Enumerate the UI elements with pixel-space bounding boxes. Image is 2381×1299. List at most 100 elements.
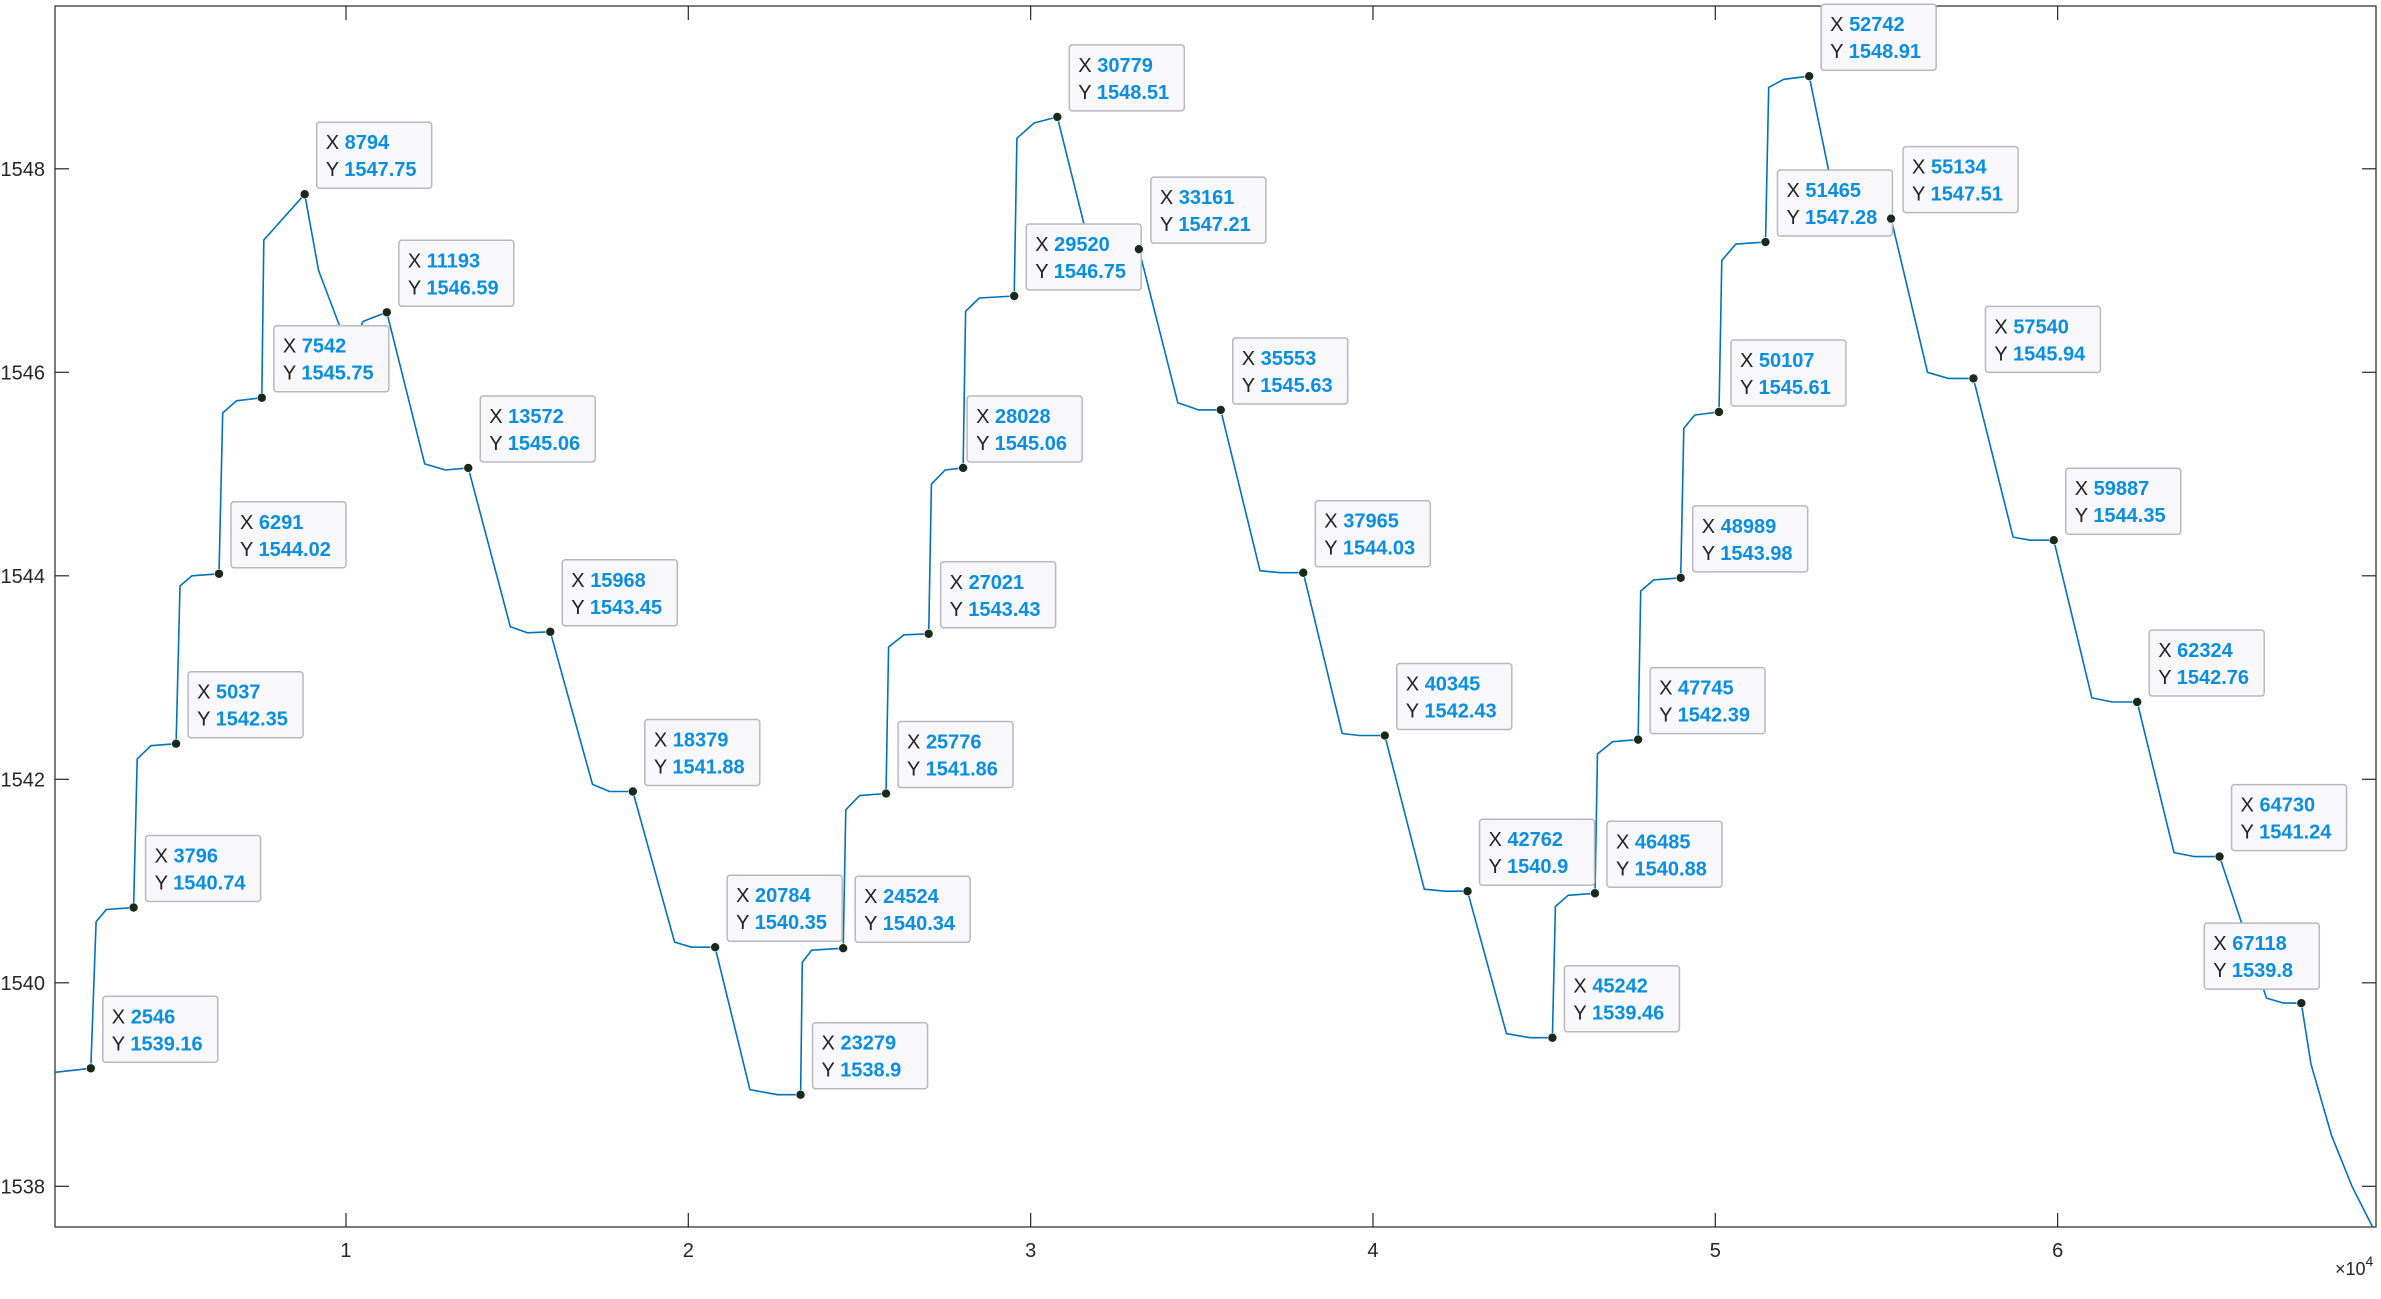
datatip-box [1314, 499, 1432, 568]
datatip-box [939, 561, 1057, 629]
datatip-y-value: 1544.02 [259, 539, 331, 561]
datatip-y-label: Y [2213, 960, 2232, 982]
datatip-y-label: Y [1702, 543, 1721, 565]
datatip-y-label: Y [2241, 822, 2260, 844]
datatip-y-value: 1545.75 [301, 363, 373, 385]
datatip-x-row: X 37965 [1324, 511, 1399, 533]
datatip-marker [257, 392, 267, 403]
datatip-y-value: 1543.45 [590, 597, 662, 619]
datatip-x-value: 51465 [1805, 180, 1861, 202]
datatip-x-label: X [822, 1033, 841, 1055]
datatip-y-value: 1547.51 [1931, 184, 2003, 206]
datatip-y-value: 1545.94 [2013, 343, 2086, 365]
datatip: X 42762 Y 1540.9 [1462, 818, 1596, 897]
datatip-marker [2214, 851, 2225, 862]
datatip-box [144, 834, 262, 903]
datatip-y-row: Y 1547.51 [1912, 184, 2003, 206]
datatip-y-label: Y [1830, 41, 1849, 63]
datatip-y-label: Y [1573, 1003, 1592, 1025]
datatip-box [1691, 505, 1809, 573]
datatip-marker [128, 902, 139, 913]
datatip-x-label: X [326, 132, 345, 154]
datatip-y-value: 1547.21 [1178, 214, 1250, 236]
y-tick-label: 1540 [1, 973, 46, 995]
datatip-y-row: Y 1540.34 [864, 913, 956, 935]
datatip-y-value: 1548.91 [1849, 41, 1921, 63]
datatip-x-value: 45242 [1592, 976, 1648, 998]
datatip-y-value: 1545.63 [1260, 375, 1332, 397]
datatip-y-label: Y [2158, 667, 2177, 689]
datatip-y-row: Y 1546.59 [408, 277, 499, 299]
datatip-box [1150, 176, 1267, 244]
datatip-x-value: 67118 [2232, 933, 2287, 955]
datatip-x-value: 7542 [302, 336, 347, 358]
datatip-x-label: X [1160, 187, 1179, 209]
datatip-y-value: 1544.03 [1343, 538, 1415, 560]
datatip-x-row: X 59887 [2075, 478, 2150, 500]
datatip-x-value: 8794 [345, 132, 390, 154]
datatip-x-row: X 48989 [1702, 516, 1777, 538]
datatip-y-value: 1539.16 [130, 1033, 202, 1055]
datatip-x-row: X 2546 [112, 1006, 175, 1028]
datatip-y-label: Y [240, 539, 259, 561]
datatip: X 33161 Y 1547.21 [1134, 176, 1267, 254]
datatip-y-value: 1547.28 [1805, 207, 1877, 229]
datatip-y-row: Y 1541.24 [2241, 822, 2333, 844]
datatip-box [2065, 467, 2182, 535]
datatip-x-value: 47745 [1678, 678, 1734, 700]
datatip-y-label: Y [654, 757, 673, 779]
datatip-x-row: X 8794 [326, 132, 390, 154]
datatip-y-label: Y [2075, 505, 2094, 527]
datatip-x-label: X [1078, 55, 1097, 77]
datatip-x-label: X [489, 406, 508, 428]
datatip-box [479, 395, 597, 463]
datatip-y-row: Y 1540.35 [736, 912, 827, 934]
datatip-y-row: Y 1547.28 [1786, 207, 1877, 229]
datatip-box [1902, 145, 2019, 214]
datatip-y-label: Y [408, 277, 427, 299]
datatip-x-label: X [2158, 640, 2177, 662]
datatip-marker [1009, 291, 1020, 301]
datatip-box [1025, 223, 1142, 291]
datatip-y-value: 1545.06 [508, 433, 580, 455]
datatip-y-label: Y [1994, 343, 2013, 365]
x-tick-label: 2 [683, 1240, 694, 1262]
datatip-x-value: 11193 [427, 250, 480, 272]
datatip-y-row: Y 1547.21 [1160, 214, 1251, 236]
datatip-x-label: X [864, 886, 883, 908]
datatip-y-label: Y [326, 159, 345, 181]
datatip-box [897, 720, 1014, 789]
datatip-box [1820, 3, 1937, 71]
datatip-x-row: X 11193 [408, 250, 480, 272]
datatip-x-label: X [197, 682, 216, 704]
datatip-x-value: 64730 [2259, 795, 2315, 817]
datatip-x-value: 2546 [131, 1006, 176, 1028]
datatip-y-value: 1540.34 [883, 913, 956, 935]
datatip-y-label: Y [489, 433, 508, 455]
datatip-x-row: X 42762 [1489, 829, 1564, 851]
datatip-box [1984, 305, 2102, 374]
datatip-x-label: X [112, 1006, 131, 1028]
datatip-y-row: Y 1543.98 [1702, 543, 1793, 565]
datatip-y-value: 1542.39 [1678, 705, 1750, 727]
datatip-x-label: X [1489, 829, 1508, 851]
datatip-x-row: X 33161 [1160, 187, 1235, 209]
datatip-marker [958, 463, 968, 473]
datatip-marker [838, 943, 848, 954]
datatip-y-value: 1539.8 [2232, 960, 2293, 982]
datatip-x-row: X 57540 [1994, 316, 2069, 338]
datatip-y-value: 1541.88 [672, 757, 744, 779]
y-tick-label: 1544 [1, 566, 46, 588]
x-exponent-power: 4 [2366, 1253, 2374, 1269]
datatip-x-value: 23279 [840, 1033, 896, 1055]
datatip-box [230, 501, 347, 569]
